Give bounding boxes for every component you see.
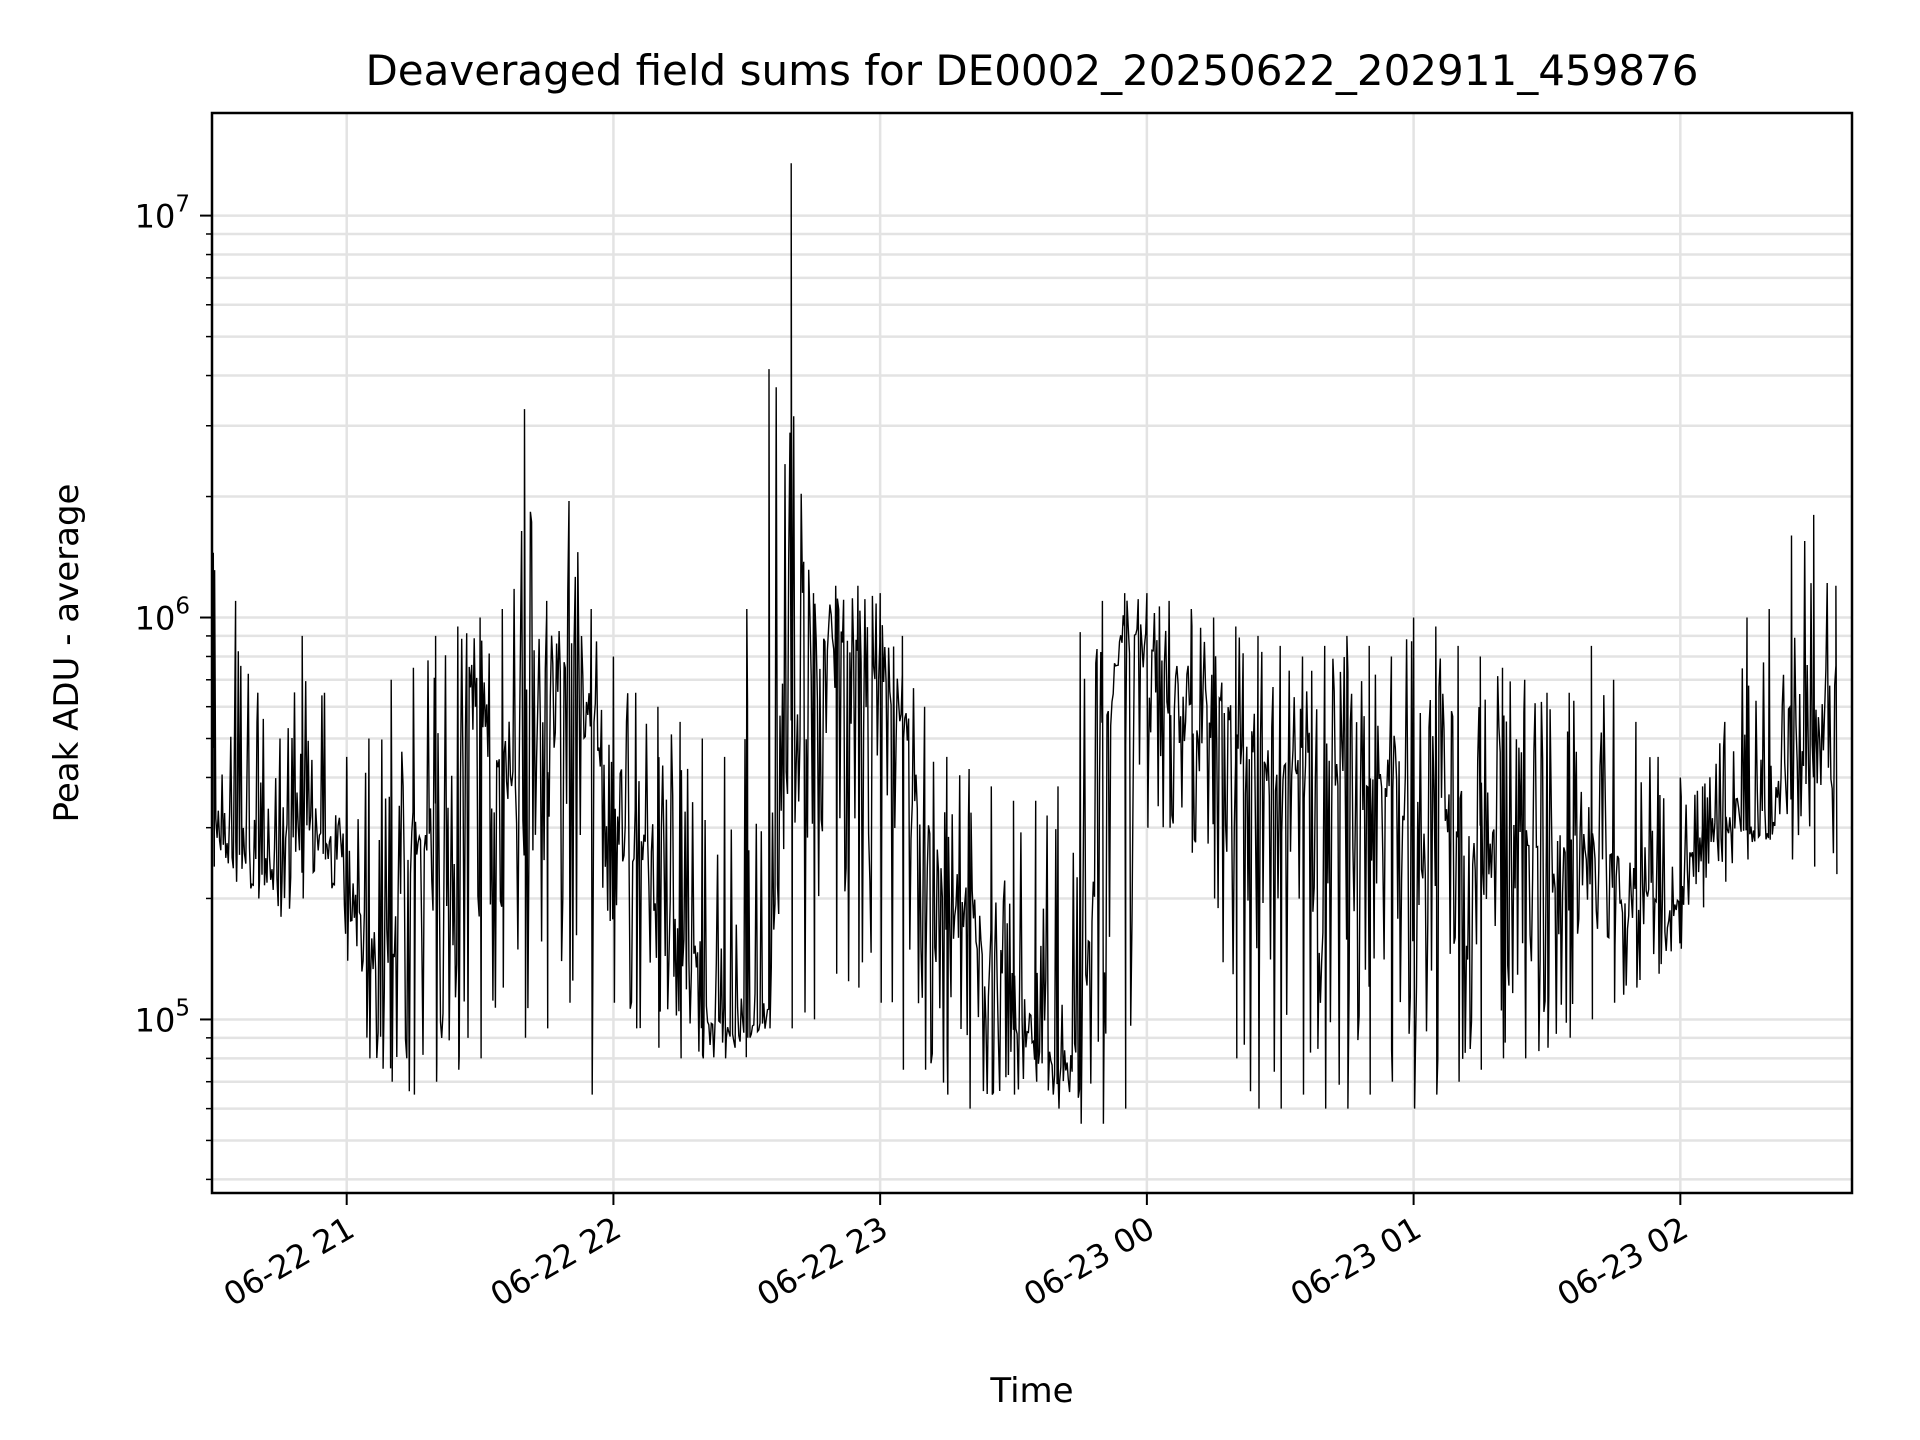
- series-line: [212, 163, 1838, 1124]
- plot-frame: [210, 111, 1854, 1195]
- series-layer: [212, 163, 1838, 1124]
- chart-title: Deaveraged field sums for DE0002_2025062…: [365, 46, 1698, 95]
- y-axis-label: Peak ADU - average: [47, 484, 87, 823]
- y-tick-label: 105: [135, 995, 190, 1039]
- y-tick-label: 107: [135, 192, 190, 236]
- y-axis: 105 106 107: [135, 192, 212, 1181]
- grid: [212, 113, 1852, 1193]
- x-axis-label: Time: [989, 1371, 1073, 1411]
- y-tick-label: 106: [135, 594, 190, 638]
